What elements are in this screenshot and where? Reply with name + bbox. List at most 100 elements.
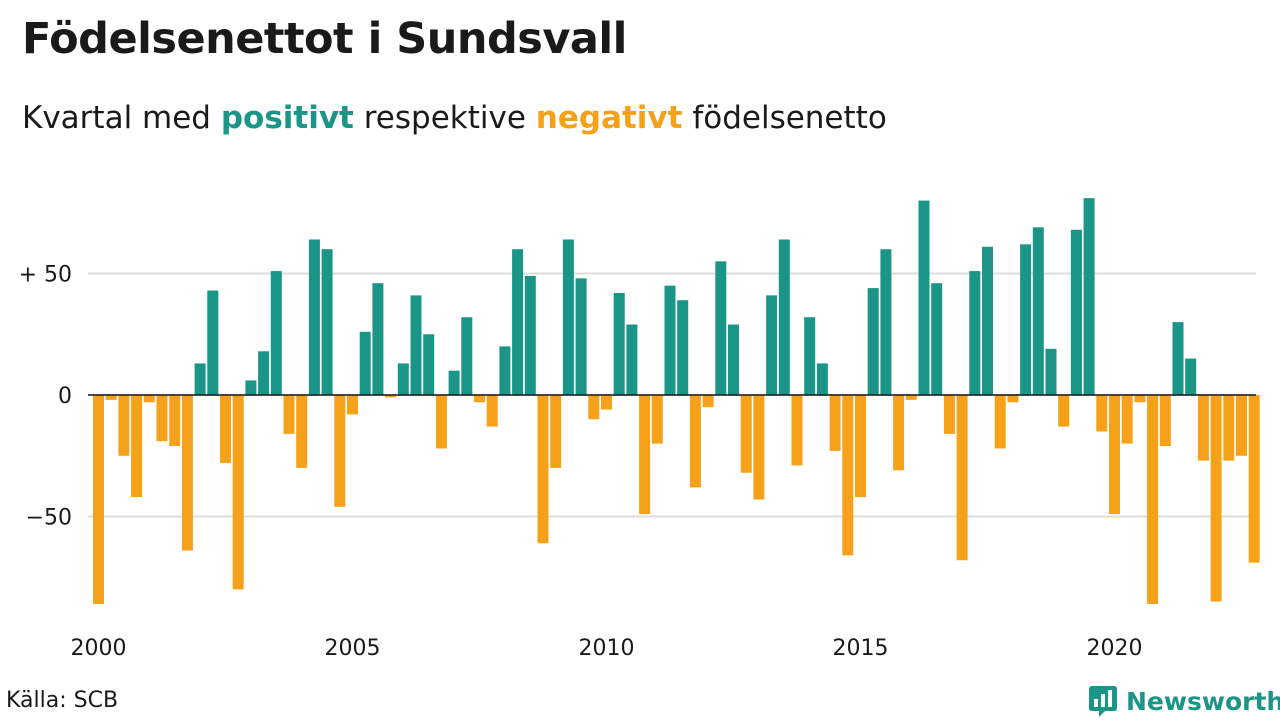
y-tick-label: −50 xyxy=(26,506,72,531)
chart-title: Födelsenettot i Sundsvall xyxy=(22,14,627,64)
bar xyxy=(207,290,219,395)
bar xyxy=(588,395,600,420)
bar xyxy=(943,395,955,434)
bar xyxy=(181,395,193,551)
bar xyxy=(778,239,790,395)
bar xyxy=(931,283,943,395)
bar xyxy=(1147,395,1159,604)
bar xyxy=(664,285,676,395)
bar xyxy=(359,331,371,395)
bar xyxy=(410,295,422,395)
bar xyxy=(1121,395,1133,444)
bar xyxy=(651,395,663,444)
bar xyxy=(143,395,155,403)
chart-subtitle: Kvartal med positivt respektive negativt… xyxy=(22,100,887,136)
bar xyxy=(1032,227,1044,395)
bar xyxy=(1109,395,1120,515)
y-tick-label: 0 xyxy=(58,384,72,409)
bar xyxy=(1045,348,1057,395)
subtitle-part1: Kvartal med xyxy=(22,100,221,136)
bar xyxy=(169,395,181,447)
bar xyxy=(258,351,270,395)
bar xyxy=(613,292,625,395)
y-tick-label: + 50 xyxy=(19,263,72,288)
bar xyxy=(715,261,727,395)
bar xyxy=(1248,395,1260,563)
bar xyxy=(639,395,651,515)
bar xyxy=(512,249,524,395)
bar xyxy=(131,395,143,498)
bar xyxy=(1210,395,1222,602)
bar xyxy=(689,395,701,488)
bar xyxy=(347,395,358,415)
x-tick-label: 2005 xyxy=(325,636,381,661)
bar xyxy=(1223,395,1235,461)
source-label: Källa: SCB xyxy=(6,688,119,713)
bar xyxy=(194,363,206,395)
bar xyxy=(1058,395,1070,427)
bar xyxy=(220,395,231,464)
bar xyxy=(804,317,816,395)
bar xyxy=(893,395,905,471)
bar xyxy=(918,200,930,395)
bar xyxy=(423,334,435,395)
bar xyxy=(232,395,244,590)
bar xyxy=(994,395,1006,449)
bar xyxy=(740,395,752,473)
bar xyxy=(334,395,346,507)
bar xyxy=(270,271,282,395)
bar xyxy=(296,395,308,468)
bar xyxy=(842,395,854,556)
bar xyxy=(283,395,295,434)
bar xyxy=(118,395,130,456)
bar xyxy=(791,395,803,466)
brand-logo: Newsworthy xyxy=(1088,684,1280,718)
subtitle-positive: positivt xyxy=(220,100,354,136)
bar xyxy=(1159,395,1171,447)
bar xyxy=(867,288,879,395)
bar xyxy=(1197,395,1209,461)
bar xyxy=(308,239,320,395)
bar xyxy=(969,271,981,395)
bar xyxy=(1070,229,1082,395)
bar xyxy=(626,324,638,395)
bar xyxy=(702,395,714,408)
bar xyxy=(385,395,397,398)
bar xyxy=(1083,198,1095,395)
bar xyxy=(575,278,587,395)
subtitle-negative: negativt xyxy=(535,100,683,136)
bar xyxy=(524,275,536,395)
bar xyxy=(766,295,778,395)
subtitle-part3: födelsenetto xyxy=(682,100,887,136)
bar xyxy=(880,249,892,395)
bar xyxy=(435,395,447,449)
bar xyxy=(728,324,739,395)
bar xyxy=(677,300,689,395)
bar xyxy=(601,395,612,410)
bar xyxy=(956,395,968,561)
bar xyxy=(245,380,257,395)
bar xyxy=(1134,395,1146,403)
x-tick-label: 2020 xyxy=(1087,636,1143,661)
bar xyxy=(397,363,409,395)
bar xyxy=(1096,395,1108,432)
subtitle-part2: respektive xyxy=(353,100,536,136)
bar xyxy=(855,395,866,498)
bar xyxy=(474,395,485,403)
bar xyxy=(461,317,473,395)
bar xyxy=(156,395,168,442)
bar xyxy=(753,395,765,500)
bar xyxy=(829,395,841,451)
bar xyxy=(816,363,828,395)
bar xyxy=(448,370,460,395)
bar xyxy=(550,395,562,468)
bar xyxy=(1172,322,1184,395)
bar xyxy=(905,395,917,400)
bar xyxy=(499,346,511,395)
brand-name: Newsworthy xyxy=(1126,686,1280,716)
newsworthy-logo-icon xyxy=(1089,686,1117,717)
bar xyxy=(562,239,574,395)
bar xyxy=(93,395,104,604)
bar-chart: + 50 0 −50 2000 2005 2010 2015 2020 xyxy=(19,198,1260,661)
bar xyxy=(1020,244,1032,395)
